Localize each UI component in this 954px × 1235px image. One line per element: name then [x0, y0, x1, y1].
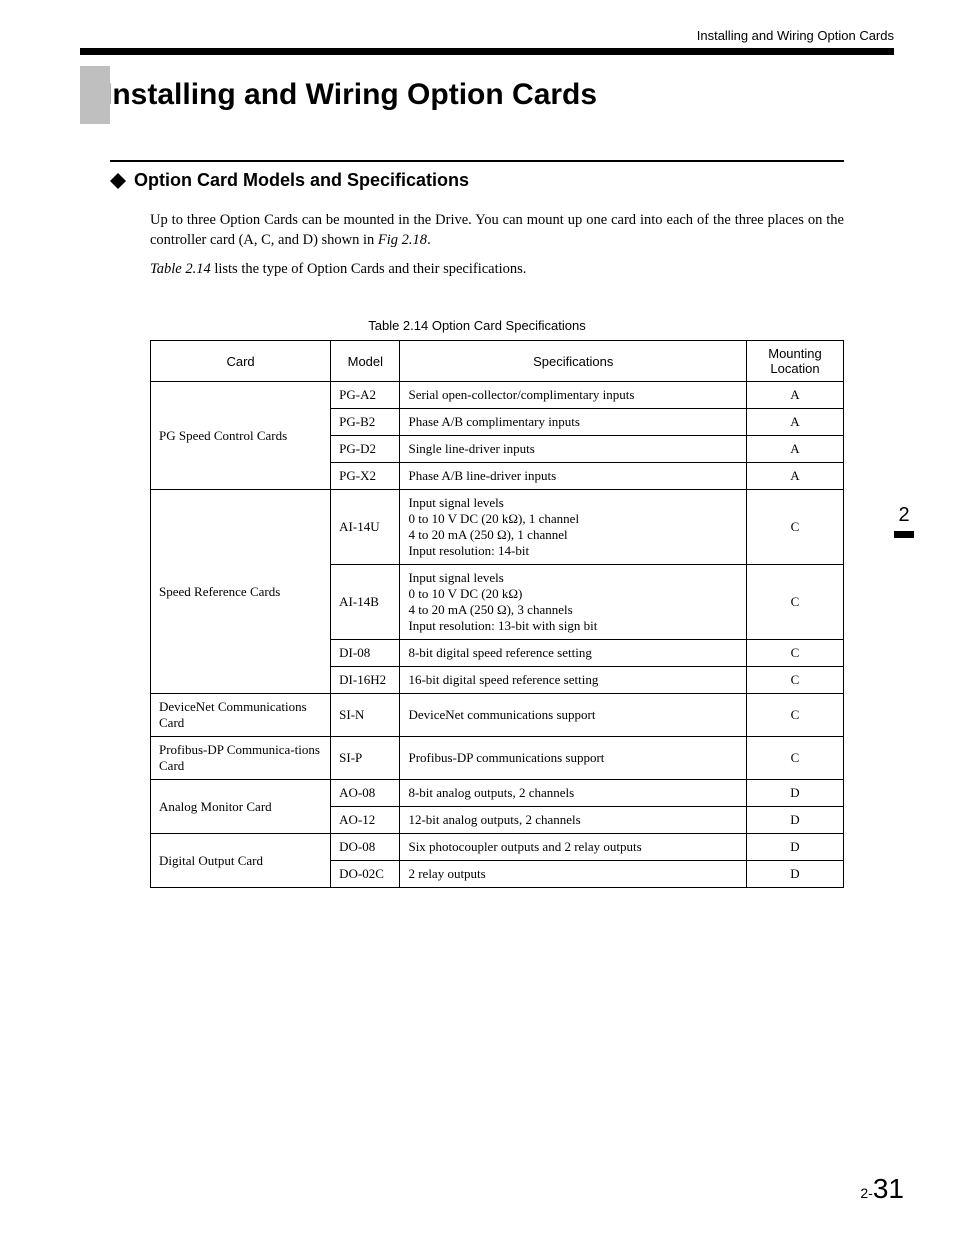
cell-location: C — [746, 694, 843, 737]
body-text: Up to three Option Cards can be mounted … — [150, 210, 844, 287]
cell-model: PG-B2 — [331, 409, 400, 436]
title-accent-box — [80, 66, 110, 124]
diamond-icon — [110, 173, 126, 189]
table-caption: Table 2.14 Option Card Specifications — [0, 318, 954, 333]
cell-location: C — [746, 565, 843, 640]
cell-card: Digital Output Card — [151, 834, 331, 888]
cell-spec: Six photocoupler outputs and 2 relay out… — [400, 834, 747, 861]
header-rule — [80, 48, 894, 55]
table-row: Digital Output CardDO-08Six photocoupler… — [151, 834, 844, 861]
paragraph-2b: lists the type of Option Cards and their… — [211, 261, 527, 277]
chapter-tab: 2 — [894, 504, 914, 538]
col-loc: Mounting Location — [746, 341, 843, 382]
page-title: Installing and Wiring Option Cards — [80, 66, 894, 112]
paragraph-1b: . — [427, 232, 431, 248]
cell-card: DeviceNet Communications Card — [151, 694, 331, 737]
cell-model: PG-X2 — [331, 463, 400, 490]
fig-ref: Fig 2.18 — [378, 232, 427, 248]
cell-model: DO-02C — [331, 861, 400, 888]
cell-location: D — [746, 780, 843, 807]
cell-model: AO-08 — [331, 780, 400, 807]
section-heading-row: Option Card Models and Specifications — [110, 170, 844, 191]
cell-location: A — [746, 382, 843, 409]
cell-location: A — [746, 409, 843, 436]
running-head-text: Installing and Wiring Option Cards — [697, 28, 894, 43]
cell-spec: 16-bit digital speed reference setting — [400, 667, 747, 694]
table-body: PG Speed Control CardsPG-A2Serial open-c… — [151, 382, 844, 888]
cell-spec: Input signal levels0 to 10 V DC (20 kΩ)4… — [400, 565, 747, 640]
cell-location: C — [746, 490, 843, 565]
page-number-prefix: 2- — [860, 1185, 872, 1201]
cell-card: Analog Monitor Card — [151, 780, 331, 834]
table-row: Profibus-DP Communica-tions CardSI-PProf… — [151, 737, 844, 780]
cell-model: SI-N — [331, 694, 400, 737]
cell-spec: Phase A/B complimentary inputs — [400, 409, 747, 436]
cell-model: AI-14B — [331, 565, 400, 640]
table-row: Speed Reference CardsAI-14UInput signal … — [151, 490, 844, 565]
specifications-table-wrap: Card Model Specifications Mounting Locat… — [150, 340, 844, 888]
page-number-value: 31 — [873, 1173, 904, 1204]
cell-spec: Single line-driver inputs — [400, 436, 747, 463]
cell-card: Speed Reference Cards — [151, 490, 331, 694]
cell-model: SI-P — [331, 737, 400, 780]
col-spec: Specifications — [400, 341, 747, 382]
cell-spec: Phase A/B line-driver inputs — [400, 463, 747, 490]
col-card: Card — [151, 341, 331, 382]
cell-location: C — [746, 667, 843, 694]
col-model: Model — [331, 341, 400, 382]
specifications-table: Card Model Specifications Mounting Locat… — [150, 340, 844, 888]
cell-spec: Serial open-collector/complimentary inpu… — [400, 382, 747, 409]
cell-spec: Profibus-DP communications support — [400, 737, 747, 780]
table-row: Analog Monitor CardAO-088-bit analog out… — [151, 780, 844, 807]
cell-model: DI-16H2 — [331, 667, 400, 694]
paragraph-1a: Up to three Option Cards can be mounted … — [150, 212, 844, 248]
cell-model: DO-08 — [331, 834, 400, 861]
page-title-block: Installing and Wiring Option Cards — [80, 66, 894, 112]
cell-location: A — [746, 436, 843, 463]
running-head: Installing and Wiring Option Cards — [80, 28, 894, 43]
cell-model: DI-08 — [331, 640, 400, 667]
cell-spec: 8-bit digital speed reference setting — [400, 640, 747, 667]
cell-model: AI-14U — [331, 490, 400, 565]
table-ref: Table 2.14 — [150, 261, 211, 277]
chapter-tab-mark — [894, 531, 914, 538]
cell-card: PG Speed Control Cards — [151, 382, 331, 490]
table-row: PG Speed Control CardsPG-A2Serial open-c… — [151, 382, 844, 409]
cell-spec: 8-bit analog outputs, 2 channels — [400, 780, 747, 807]
cell-location: D — [746, 834, 843, 861]
page-number: 2-31 — [860, 1173, 904, 1205]
cell-location: A — [746, 463, 843, 490]
cell-model: AO-12 — [331, 807, 400, 834]
table-row: DeviceNet Communications CardSI-NDeviceN… — [151, 694, 844, 737]
cell-location: D — [746, 807, 843, 834]
section-heading: Option Card Models and Specifications — [134, 170, 469, 191]
cell-spec: 2 relay outputs — [400, 861, 747, 888]
cell-spec: DeviceNet communications support — [400, 694, 747, 737]
cell-spec: Input signal levels0 to 10 V DC (20 kΩ),… — [400, 490, 747, 565]
cell-location: D — [746, 861, 843, 888]
table-header-row: Card Model Specifications Mounting Locat… — [151, 341, 844, 382]
cell-location: C — [746, 640, 843, 667]
cell-spec: 12-bit analog outputs, 2 channels — [400, 807, 747, 834]
paragraph-2: Table 2.14 lists the type of Option Card… — [150, 259, 844, 279]
cell-location: C — [746, 737, 843, 780]
cell-card: Profibus-DP Communica-tions Card — [151, 737, 331, 780]
chapter-tab-number: 2 — [894, 504, 914, 527]
paragraph-1: Up to three Option Cards can be mounted … — [150, 210, 844, 251]
section-rule — [110, 160, 844, 162]
cell-model: PG-A2 — [331, 382, 400, 409]
cell-model: PG-D2 — [331, 436, 400, 463]
